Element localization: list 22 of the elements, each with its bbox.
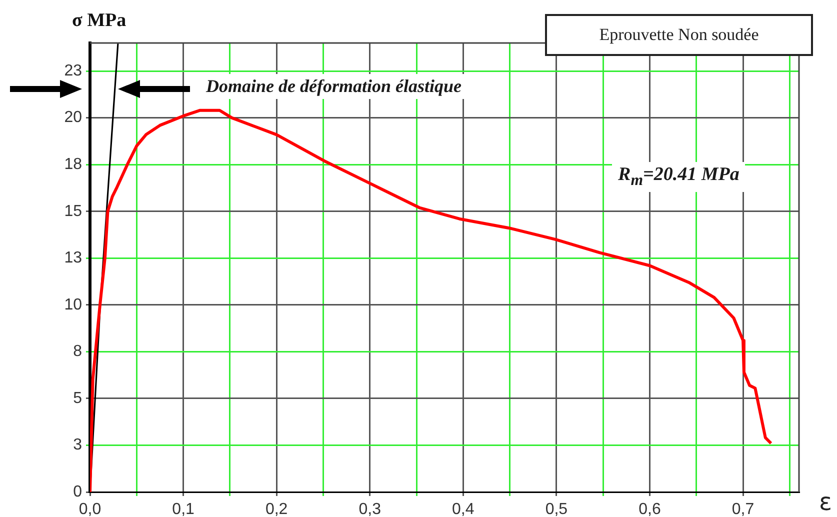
y-tick-label: 18 xyxy=(64,156,82,174)
y-tick-label: 10 xyxy=(64,296,82,314)
x-tick-label: 0,6 xyxy=(638,501,661,517)
y-tick-label: 20 xyxy=(64,109,82,126)
y-tick-label: 0 xyxy=(73,483,82,500)
y-axis-title: σ MPa xyxy=(72,10,126,32)
y-tick-label: 8 xyxy=(73,343,82,360)
x-tick-label: 0,2 xyxy=(265,501,288,517)
y-tick-label: 3 xyxy=(73,436,82,454)
annotation: Domaine de déformation élastique xyxy=(200,74,468,99)
y-tick-label: 13 xyxy=(64,250,82,267)
x-axis-title: ε xyxy=(819,488,832,516)
annotation: R$_{m}$=20.41 MPa xyxy=(612,162,746,192)
x-tick-label: 0,0 xyxy=(78,501,102,517)
x-tick-label: 0,1 xyxy=(172,501,195,517)
x-tick-label: 0,5 xyxy=(545,501,568,517)
y-tick-label: 23 xyxy=(64,62,82,80)
y-tick-label: 5 xyxy=(73,390,82,407)
x-tick-label: 0,4 xyxy=(452,501,474,517)
x-tick-label: 0,3 xyxy=(358,501,382,517)
x-tick-label: 0,7 xyxy=(732,501,754,517)
y-tick-label: 15 xyxy=(64,202,82,220)
